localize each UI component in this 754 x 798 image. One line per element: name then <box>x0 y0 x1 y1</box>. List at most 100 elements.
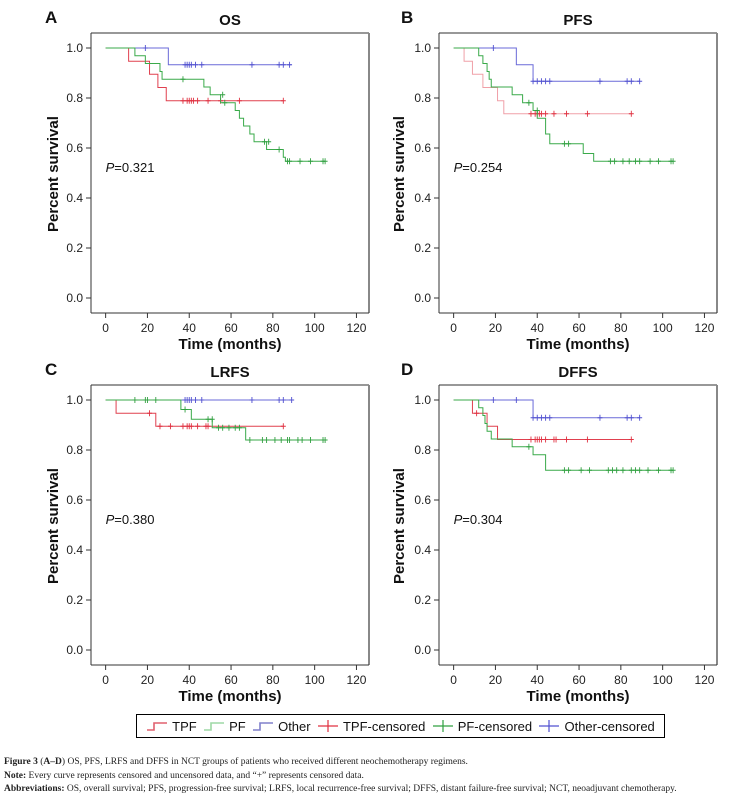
censored-mark-other <box>188 61 194 68</box>
km-curve-other <box>105 47 292 66</box>
censored-mark-pf <box>264 437 270 443</box>
censored-mark-pf <box>614 467 620 474</box>
censored-mark-pf <box>645 467 651 474</box>
km-plot: 0.0 0.2 0.4 0.6 0.8 1.0 0 20 40 60 80 100 120 P=0.254 <box>414 32 718 335</box>
censored-mark-pf <box>307 437 313 443</box>
censored-mark-pf <box>637 467 643 474</box>
x-tick-label: 60 <box>572 673 586 687</box>
censored-mark-pf <box>220 91 226 98</box>
censored-mark-other <box>547 78 553 85</box>
figure-number: Figure 3 <box>4 757 38 767</box>
censored-mark-other <box>490 397 496 403</box>
censored-mark-pf <box>670 158 676 165</box>
km-curve-tpf <box>453 399 632 440</box>
chart-title: LRFS <box>210 364 250 381</box>
y-tick-label: 0.6 <box>66 141 83 155</box>
censored-mark-pf <box>182 406 188 413</box>
censored-mark-other <box>538 414 544 421</box>
km-curve-tpf <box>453 47 632 115</box>
censored-mark-pf <box>132 397 138 403</box>
censored-mark-pf <box>566 467 572 474</box>
censored-mark-pf <box>655 158 661 165</box>
censored-mark-pf <box>220 424 226 431</box>
censored-mark-other <box>193 397 199 403</box>
censored-mark-other <box>530 78 536 85</box>
censored-mark-tpf <box>538 110 544 117</box>
censored-mark-other <box>188 397 194 403</box>
censored-mark-other <box>624 78 630 85</box>
censored-mark-pf <box>628 467 634 474</box>
note-label: Note: <box>4 770 27 781</box>
p-value: =0.380 <box>114 512 154 527</box>
censored-mark-pf <box>566 140 572 147</box>
km-curve-pf <box>105 399 326 441</box>
censored-mark-pf <box>561 140 567 147</box>
p-value-annotation: P=0.380 <box>106 512 155 527</box>
censored-mark-pf <box>278 437 284 443</box>
p-symbol: P <box>106 512 115 527</box>
note-text: Every curve represents censored and unce… <box>26 770 364 781</box>
x-tick-label: 40 <box>531 673 545 687</box>
caption-line: Figure 3 (A–D) OS, PFS, LRFS and DFFS in… <box>4 757 468 767</box>
censored-mark-tpf <box>564 110 570 117</box>
censored-mark-pf <box>647 158 653 165</box>
censored-mark-pf <box>655 467 661 474</box>
panel-letter: D <box>401 360 414 379</box>
p-value-annotation: P=0.304 <box>454 512 503 527</box>
censored-mark-pf <box>620 467 626 474</box>
p-symbol: P <box>106 160 115 175</box>
censored-mark-pf <box>609 467 615 474</box>
censored-mark-tpf <box>551 110 557 117</box>
x-tick-label: 40 <box>183 321 197 335</box>
censored-mark-tpf <box>628 110 634 117</box>
legend-label: TPF-censored <box>342 718 426 734</box>
y-tick-label: 0.0 <box>66 291 83 305</box>
km-plot: 0.0 0.2 0.4 0.6 0.8 1.0 0 20 40 60 80 100 120 P=0.321 <box>66 32 370 335</box>
censored-mark-pf <box>226 424 232 431</box>
censored-mark-tpf <box>584 110 590 117</box>
censored-mark-pf <box>205 416 211 423</box>
censored-mark-tpf <box>195 97 201 104</box>
y-tick-label: 1.0 <box>66 393 83 407</box>
x-tick-label: 40 <box>183 673 197 687</box>
censored-mark-tpf <box>538 436 544 443</box>
y-tick-label: 0.0 <box>66 643 83 657</box>
p-symbol: P <box>454 160 463 175</box>
p-value-annotation: P=0.321 <box>106 160 155 175</box>
censored-mark-other <box>249 61 255 68</box>
censored-mark-pf <box>153 397 159 403</box>
censored-mark-tpf <box>553 436 559 443</box>
x-tick-label: 0 <box>102 673 109 687</box>
censored-mark-pf <box>534 107 540 114</box>
censored-mark-pf <box>607 158 613 165</box>
x-tick-label: 60 <box>224 321 238 335</box>
censored-mark-tpf <box>157 423 163 430</box>
abbreviations-label: Abbreviations: <box>4 784 65 794</box>
censored-mark-tpf <box>190 97 196 104</box>
panel-letter: A <box>45 8 58 27</box>
y-tick-label: 1.0 <box>66 41 83 55</box>
panel-b: B PFS Percent survival Time (months) 0.0 0.2 0… <box>377 0 754 353</box>
y-tick-label: 0.6 <box>66 493 83 507</box>
y-tick-label: 0.8 <box>66 91 83 105</box>
x-tick-label: 120 <box>694 673 714 687</box>
censored-mark-pf <box>561 467 567 474</box>
censored-mark-tpf <box>628 436 634 443</box>
x-tick-label: 60 <box>572 321 586 335</box>
x-tick-label: 120 <box>346 321 366 335</box>
legend-item-other: Other <box>252 719 311 734</box>
y-tick-label: 0.0 <box>414 291 431 305</box>
caption-text: OS, PFS, LRFS and DFFS in NCT groups of … <box>65 757 468 767</box>
censored-mark-pf <box>322 158 328 165</box>
censored-mark-tpf <box>528 110 534 117</box>
censored-mark-pf <box>259 437 265 443</box>
censored-mark-other <box>628 414 634 421</box>
censored-mark-pf <box>526 443 532 450</box>
y-tick-label: 0.4 <box>414 543 431 557</box>
panel-d: D DFFS Percent survival Time (months) 0.0 0.2… <box>377 352 754 705</box>
censored-mark-other <box>490 45 496 51</box>
censored-mark-other <box>547 414 553 421</box>
censored-mark-other <box>637 414 643 421</box>
censored-mark-other <box>628 78 634 85</box>
legend-item-tpf-censored: TPF-censored <box>317 719 425 734</box>
